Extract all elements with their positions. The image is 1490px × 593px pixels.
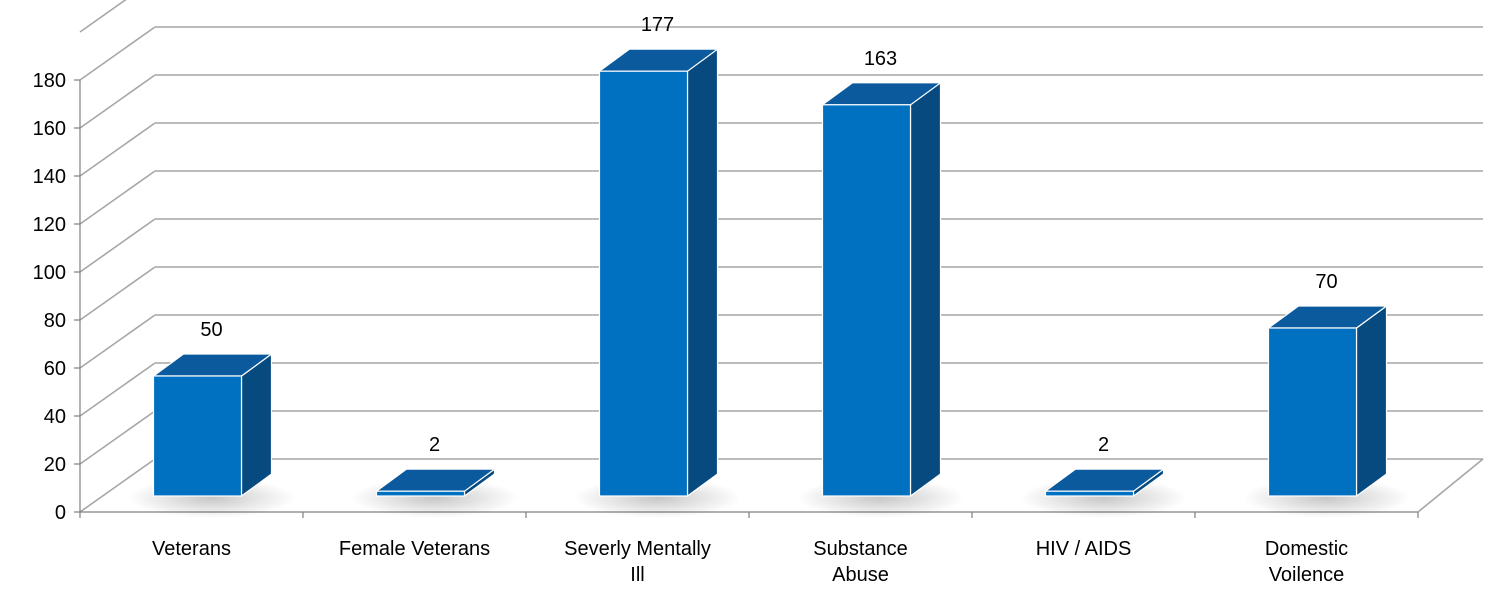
x-tick-label: Severly Mentally Ill [564, 538, 711, 586]
gridline-diagonal [79, 74, 156, 129]
x-tick-label: Veterans [152, 538, 231, 560]
gridline-diagonal [79, 170, 156, 225]
y-tick-label: 0 [55, 502, 66, 524]
y-tick-label: 20 [44, 454, 66, 476]
data-label: 177 [641, 14, 674, 36]
labels: 0 20 40 60 80 100 120 140 160 180 50 Veterans 2 Femal… [33, 14, 1349, 586]
x-tick-label: Substance Abuse [813, 538, 908, 586]
bar [796, 82, 965, 518]
gridlines [79, 0, 1483, 513]
gridline-diagonal [79, 26, 156, 81]
x-tick-label: Female Veterans [339, 538, 490, 560]
bar [350, 468, 519, 518]
bar [1019, 468, 1188, 518]
bar [1242, 305, 1411, 518]
y-tick-label: 120 [33, 214, 66, 236]
x-tick-label: Domestic Voilence [1265, 538, 1348, 586]
bar-side [686, 48, 719, 497]
bar-side [1355, 305, 1388, 497]
data-label: 2 [429, 434, 440, 456]
data-label: 2 [1098, 434, 1109, 456]
bar-front [1044, 490, 1135, 497]
bars [127, 48, 1411, 518]
gridline-diagonal [79, 458, 156, 513]
bar-front [821, 104, 912, 497]
bar-front [598, 70, 689, 497]
gridline-diagonal [79, 314, 156, 369]
data-label: 163 [864, 48, 897, 70]
bar-side [240, 353, 273, 497]
gridline-diagonal [79, 410, 156, 465]
axes [74, 79, 1484, 518]
y-tick-label: 140 [33, 166, 66, 188]
y-tick-label: 60 [44, 358, 66, 380]
bar-front [375, 490, 466, 497]
y-tick-label: 100 [33, 262, 66, 284]
y-tick-label: 40 [44, 406, 66, 428]
floor-right-edge [1417, 458, 1484, 513]
gridline-diagonal [79, 266, 156, 321]
y-tick-label: 80 [44, 310, 66, 332]
gridline-diagonal [79, 0, 127, 33]
x-tick-label: HIV / AIDS [1036, 538, 1132, 560]
data-label: 70 [1315, 271, 1337, 293]
bar-front [152, 375, 243, 497]
bar [573, 48, 742, 518]
bar-front [1267, 327, 1358, 497]
gridline-diagonal [79, 218, 156, 273]
data-label: 50 [200, 319, 222, 341]
bar-side [909, 82, 942, 497]
bar [127, 353, 296, 518]
y-tick-label: 160 [33, 118, 66, 140]
y-tick-label: 180 [33, 70, 66, 92]
gridline-diagonal [79, 362, 156, 417]
gridline-diagonal [79, 122, 156, 177]
